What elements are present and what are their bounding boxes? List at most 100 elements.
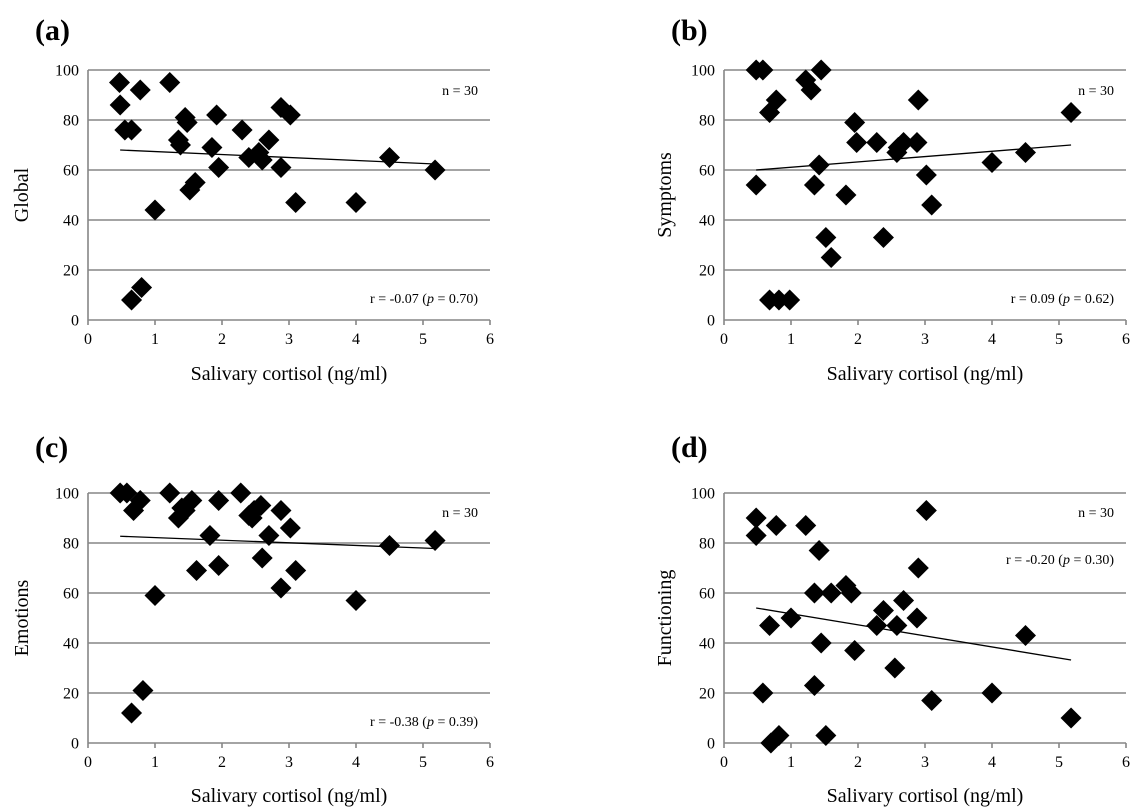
x-tick-label: 3 [285,754,293,771]
data-point [206,104,228,126]
data-point [208,555,230,576]
data-point [345,192,367,213]
x-tick-label: 6 [486,754,494,771]
y-tick-label: 20 [63,263,79,280]
data-point [379,535,400,556]
data-point [159,482,181,504]
data-point [907,89,929,111]
data-point [981,682,1003,704]
stat-p: p [1062,553,1070,568]
stat-prefix: r = -0.07 ( [370,292,427,307]
y-tick-label: 0 [71,736,79,753]
x-axis-label: Salivary cortisol (ng/ml) [827,785,1024,807]
data-point [886,615,908,636]
x-tick-label: 6 [1122,754,1130,771]
data-point [752,59,774,81]
x-tick-label: 2 [218,754,226,771]
panel-label: (a) [35,14,70,47]
data-point [186,560,208,581]
stat-annotation: r = -0.38 (p = 0.39) [370,715,478,730]
data-point [907,557,929,579]
data-point [184,172,206,193]
data-point [171,497,193,519]
n-annotation: n = 30 [442,84,478,99]
data-point [208,157,230,178]
x-tick-label: 0 [720,331,728,348]
data-point [872,600,894,621]
data-point [144,585,166,606]
trendline [756,607,1072,661]
data-point [915,500,937,521]
x-axis-label: Salivary cortisol (ng/ml) [191,363,388,385]
data-point [199,525,221,546]
panel-label: (c) [35,431,68,464]
y-tick-label: 40 [63,636,79,653]
data-point [121,119,143,141]
x-tick-label: 3 [921,331,929,348]
y-tick-label: 80 [63,536,79,553]
y-tick-label: 100 [691,63,715,80]
data-point [872,227,894,248]
x-tick-label: 3 [285,331,293,348]
data-point [866,132,888,153]
y-tick-label: 60 [63,163,79,180]
x-tick-label: 4 [352,331,360,348]
y-tick-label: 80 [699,113,715,130]
x-tick-label: 2 [854,754,862,771]
trendline [120,149,436,165]
stat-suffix: = 0.30) [1070,553,1114,568]
data-point [121,289,143,311]
x-tick-label: 4 [988,331,996,348]
stat-annotation: r = 0.09 (p = 0.62) [1011,292,1115,307]
data-point [835,184,857,206]
data-point [820,247,842,268]
data-point [765,515,787,536]
data-point [345,590,367,611]
data-point [803,675,825,696]
data-point [270,157,292,178]
data-point [129,490,151,511]
data-point [109,94,131,116]
data-point [815,227,837,248]
stat-p: p [426,292,434,307]
data-point [258,525,280,546]
data-point [250,495,272,516]
data-point [915,164,937,186]
x-tick-label: 1 [151,754,159,771]
data-point [866,615,888,636]
data-point [906,132,928,153]
stat-p: p [1062,292,1070,307]
y-tick-label: 20 [699,686,715,703]
stat-suffix: = 0.39) [434,715,478,730]
stat-suffix: = 0.70) [434,292,478,307]
data-point [251,149,273,171]
data-point [887,137,909,158]
y-tick-label: 40 [63,213,79,230]
y-axis-label: Global [11,167,33,222]
data-point [846,132,868,153]
data-point [424,159,446,181]
data-point [279,104,301,126]
data-point [270,500,292,521]
data-point [159,72,181,93]
data-point [893,590,915,611]
data-point [844,640,866,661]
stat-prefix: r = 0.09 ( [1011,292,1064,307]
data-point [121,702,143,724]
data-point [129,79,151,101]
x-tick-label: 1 [787,331,795,348]
x-tick-label: 1 [787,754,795,771]
data-point [810,59,832,81]
data-point [768,289,790,311]
data-point [800,79,822,101]
data-point [820,582,842,604]
y-tick-label: 0 [71,313,79,330]
y-tick-label: 0 [707,313,715,330]
data-point [745,525,767,546]
data-point [231,119,253,141]
stat-p: p [426,715,434,730]
